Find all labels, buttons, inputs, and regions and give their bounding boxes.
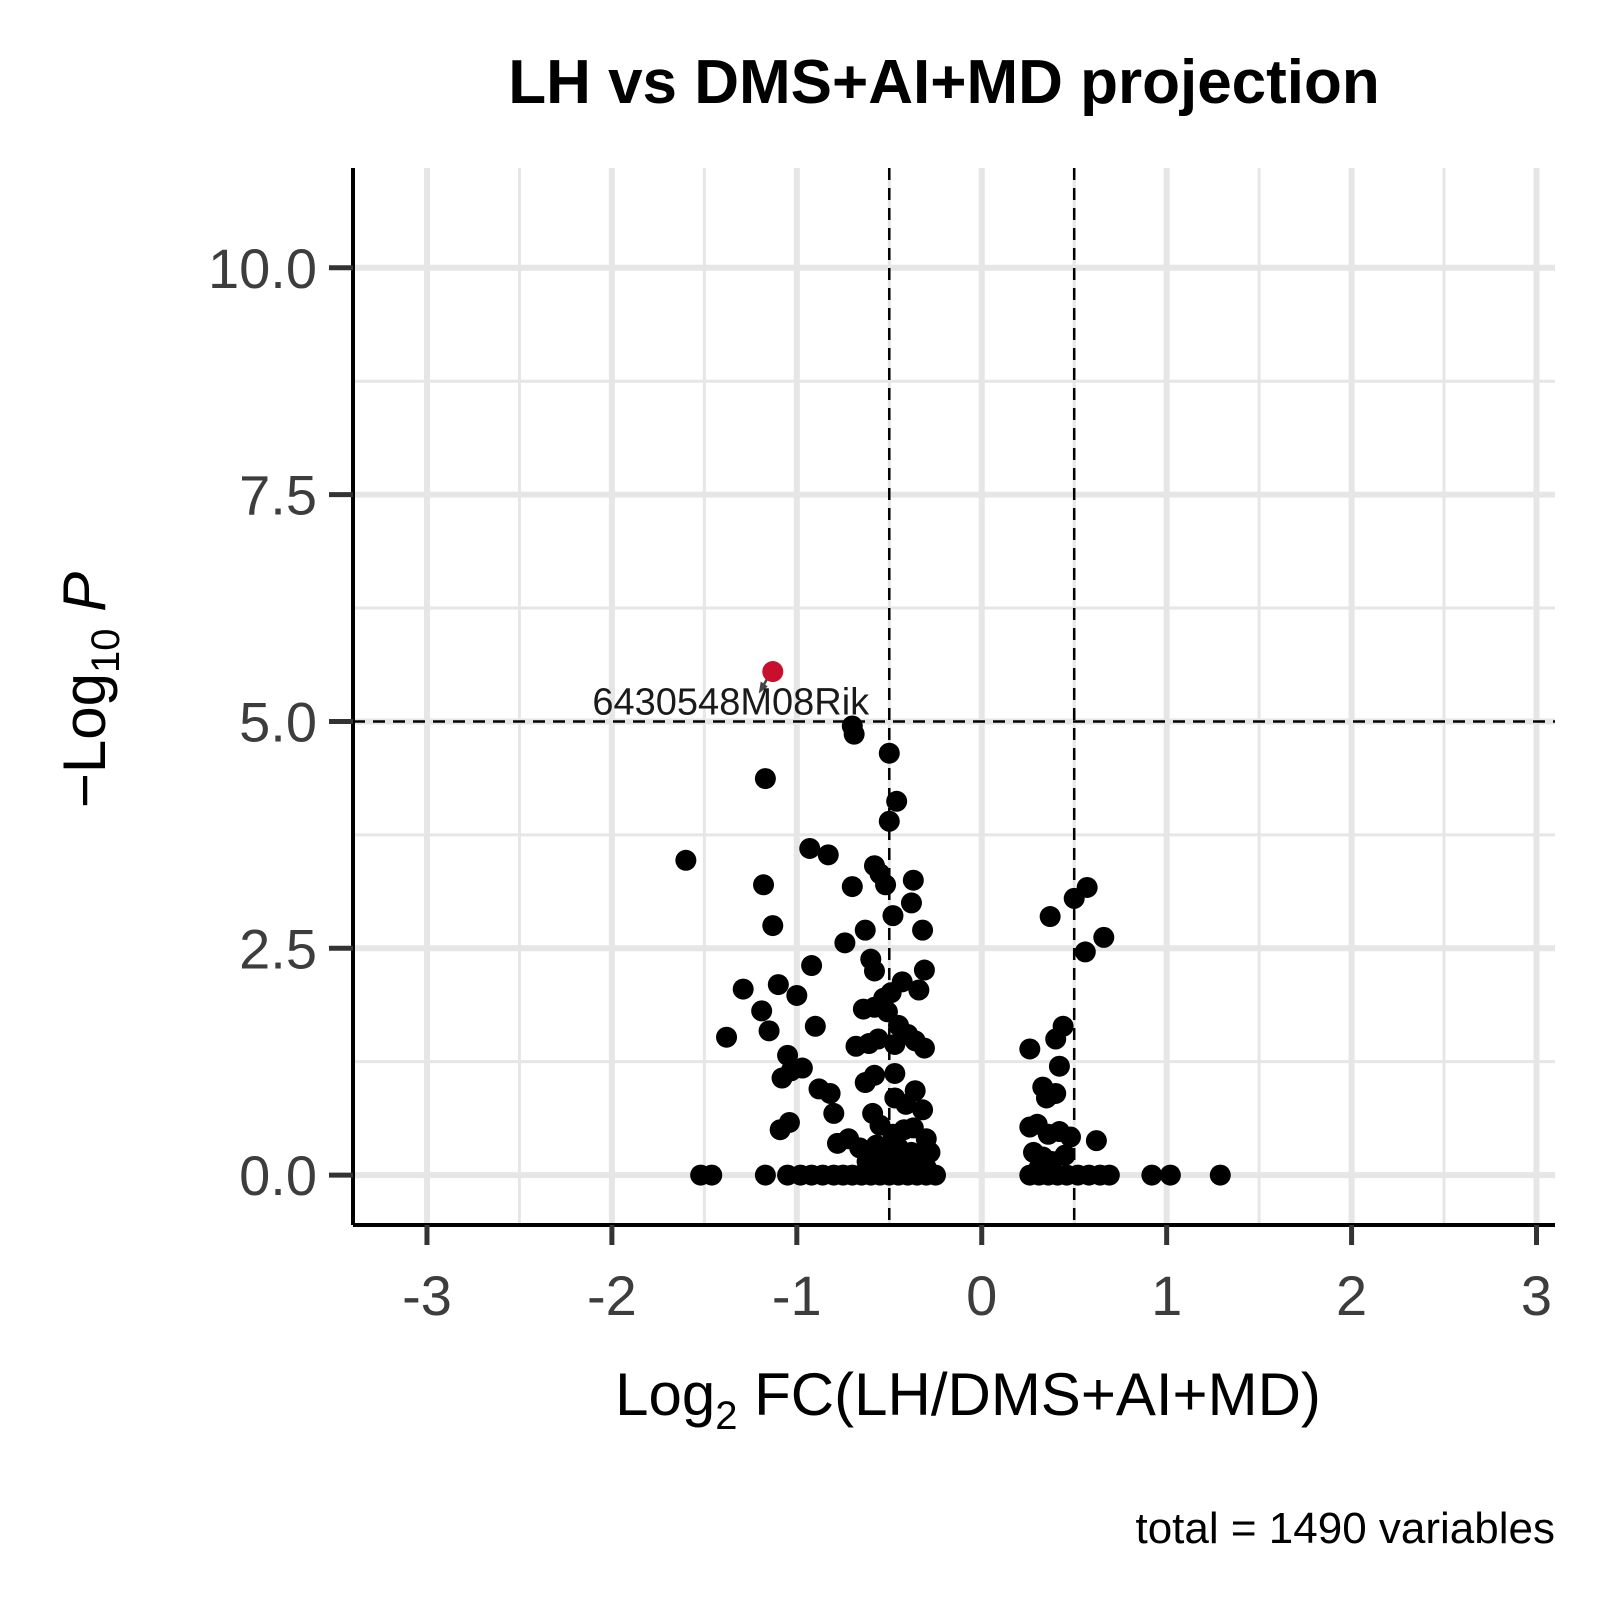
- data-points: [675, 715, 1231, 1186]
- data-point: [908, 979, 930, 1001]
- data-point: [675, 849, 697, 871]
- data-point: [843, 723, 865, 745]
- data-point: [845, 1035, 867, 1057]
- data-point: [1076, 876, 1098, 898]
- data-point: [878, 810, 900, 832]
- data-point: [716, 1026, 738, 1048]
- data-point: [762, 915, 784, 937]
- data-point: [1060, 1126, 1082, 1148]
- data-point: [817, 844, 839, 866]
- data-point: [751, 1000, 773, 1022]
- data-point: [701, 1164, 723, 1186]
- chart-title: LH vs DMS+AI+MD projection: [508, 48, 1380, 117]
- data-point: [753, 874, 775, 896]
- label-connector-arrowhead: [758, 681, 768, 694]
- x-tick-label: 0: [966, 1264, 997, 1327]
- caption: total = 1490 variables: [1135, 1504, 1555, 1553]
- data-point: [826, 1132, 848, 1154]
- y-tick-label: 0.0: [239, 1144, 317, 1207]
- x-tick-label: -2: [587, 1264, 637, 1327]
- data-point: [1048, 1055, 1070, 1077]
- data-point: [884, 1033, 906, 1055]
- x-tick-label: 1: [1151, 1264, 1182, 1327]
- data-point: [771, 1067, 793, 1089]
- data-point: [900, 892, 922, 914]
- data-point: [1045, 1028, 1067, 1050]
- data-point: [1159, 1164, 1181, 1186]
- data-point: [1074, 941, 1096, 963]
- data-point: [804, 1015, 826, 1037]
- data-point: [884, 1062, 906, 1084]
- data-point: [1093, 926, 1115, 948]
- data-point: [925, 1164, 947, 1186]
- data-point: [769, 1119, 791, 1141]
- data-point: [823, 1102, 845, 1124]
- data-point: [1054, 1144, 1076, 1166]
- data-point: [919, 1141, 941, 1163]
- data-point: [1085, 1130, 1107, 1152]
- y-tick-label: 2.5: [239, 917, 317, 980]
- data-point: [886, 790, 908, 812]
- x-tick-label: 2: [1336, 1264, 1367, 1327]
- data-point: [913, 959, 935, 981]
- data-point: [912, 919, 934, 941]
- highlighted-points: 6430548M08Rik: [592, 661, 870, 724]
- y-axis-title: −Log10 P: [51, 572, 128, 808]
- data-point: [1039, 906, 1061, 928]
- data-point: [913, 1037, 935, 1059]
- grid: [353, 168, 1555, 1225]
- data-point: [767, 974, 789, 996]
- data-point: [863, 960, 885, 982]
- data-point: [902, 869, 924, 891]
- data-point: [1019, 1038, 1041, 1060]
- x-tick-label: -1: [772, 1264, 822, 1327]
- data-point: [912, 1099, 934, 1121]
- data-point: [878, 742, 900, 764]
- data-point: [854, 919, 876, 941]
- significant-point: [762, 661, 784, 683]
- data-point: [1141, 1164, 1163, 1186]
- x-tick-label: -3: [402, 1264, 452, 1327]
- data-point: [1035, 1087, 1057, 1109]
- data-point: [754, 1164, 776, 1186]
- x-axis-title: Log2 FC(LH/DMS+AI+MD): [615, 1361, 1321, 1438]
- data-point: [801, 955, 823, 977]
- data-point: [863, 1064, 885, 1086]
- threshold-lines: [353, 168, 1555, 1225]
- y-tick-label: 7.5: [239, 464, 317, 527]
- data-point: [882, 905, 904, 927]
- data-point: [841, 876, 863, 898]
- data-point: [1098, 1164, 1120, 1186]
- data-point: [819, 1082, 841, 1104]
- data-point: [786, 984, 808, 1006]
- data-point: [834, 932, 856, 954]
- data-point: [754, 768, 776, 790]
- point-label: 6430548M08Rik: [592, 682, 870, 724]
- x-tick-label: 3: [1521, 1264, 1552, 1327]
- y-tick-label: 10.0: [208, 237, 317, 300]
- y-tick-label: 5.0: [239, 690, 317, 753]
- data-point: [732, 978, 754, 1000]
- data-point: [758, 1020, 780, 1042]
- data-point: [1209, 1164, 1231, 1186]
- data-point: [799, 837, 821, 859]
- axes: -3 -2 -1 0 1 2 3 0.0 2.5 5.0 7.5 10.0: [208, 168, 1555, 1327]
- data-point: [875, 874, 897, 896]
- data-point: [895, 1093, 917, 1115]
